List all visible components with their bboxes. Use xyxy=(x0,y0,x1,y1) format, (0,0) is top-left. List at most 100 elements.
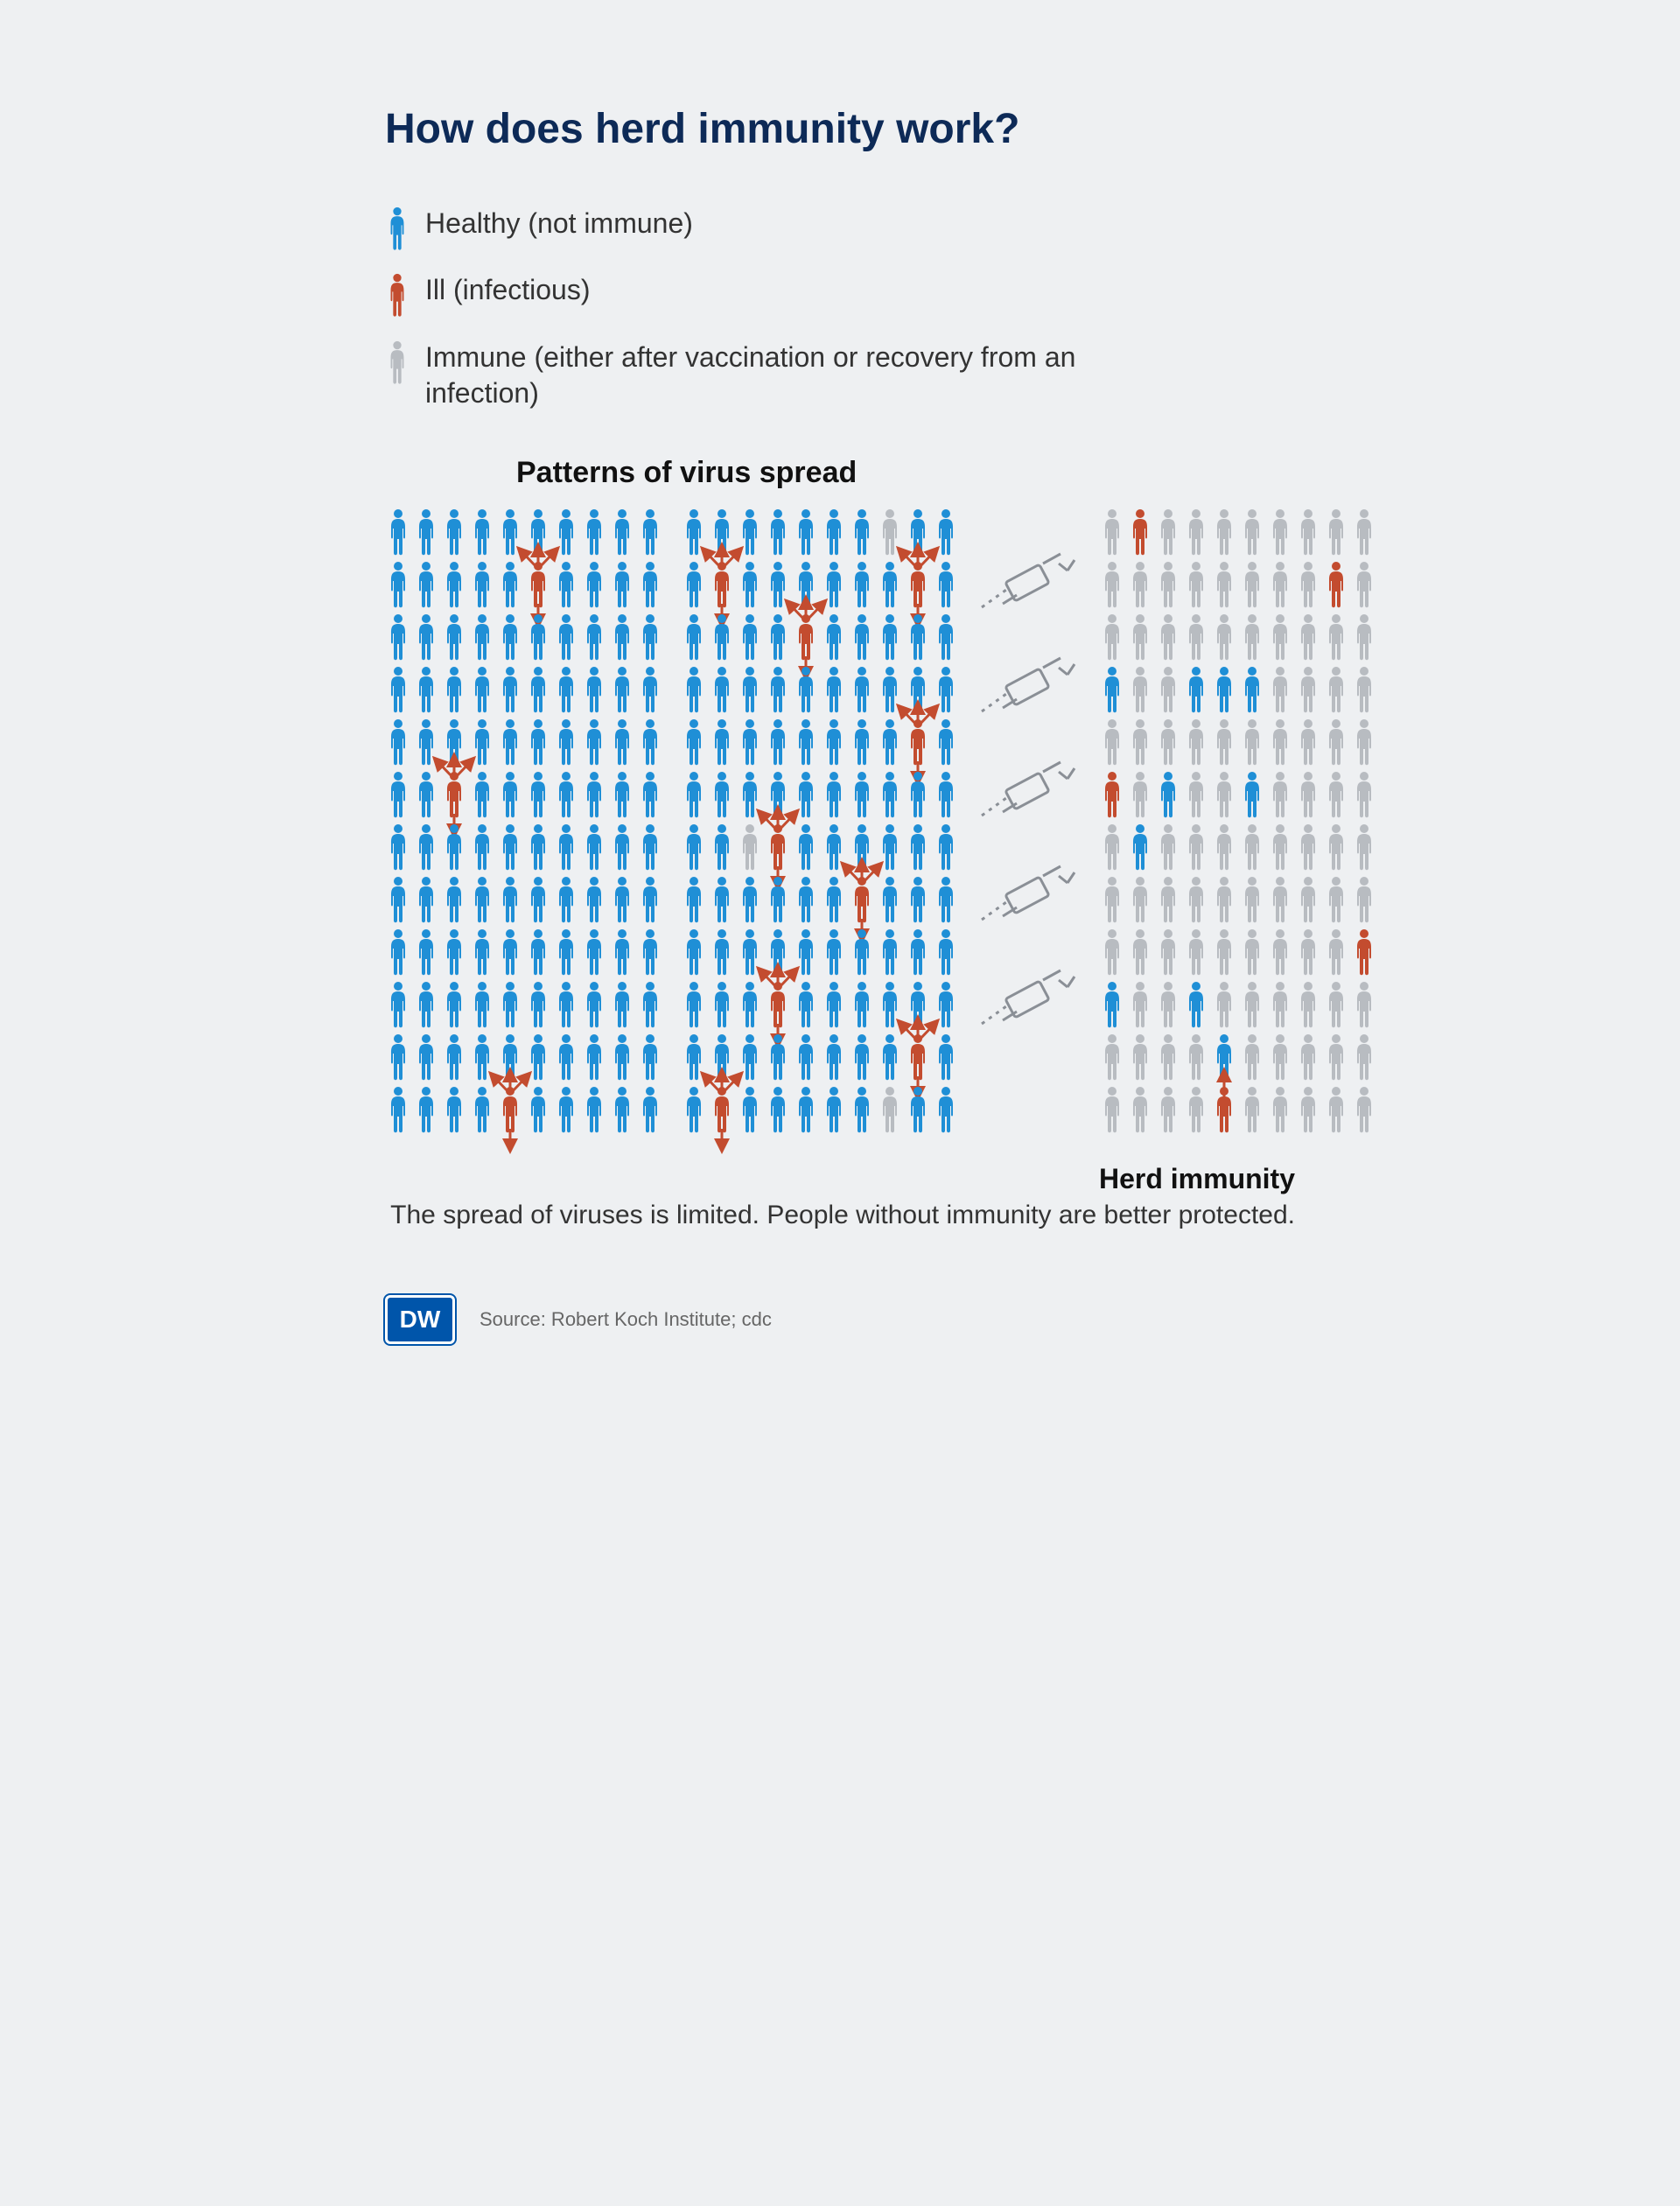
person-immune xyxy=(1295,980,1321,1029)
person-healthy xyxy=(385,823,411,872)
person-icon xyxy=(1295,508,1321,557)
person-icon xyxy=(849,508,875,557)
person-icon xyxy=(1239,980,1265,1029)
person-immune xyxy=(1295,508,1321,557)
person-healthy xyxy=(469,508,495,557)
person-healthy xyxy=(413,823,439,872)
person-icon xyxy=(765,508,791,557)
person-icon xyxy=(1211,508,1237,557)
person-healthy xyxy=(681,1033,707,1082)
person-immune xyxy=(1267,508,1293,557)
person-icon xyxy=(765,980,791,1029)
person-healthy xyxy=(525,665,551,714)
person-healthy xyxy=(709,980,735,1029)
person-icon xyxy=(1211,875,1237,924)
person-icon xyxy=(1211,980,1237,1029)
person-immune xyxy=(1127,875,1153,924)
person-healthy xyxy=(441,508,467,557)
person-icon xyxy=(849,875,875,924)
person-icon xyxy=(525,560,551,609)
person-icon xyxy=(525,875,551,924)
person-icon xyxy=(933,980,959,1029)
person-healthy xyxy=(681,980,707,1029)
person-healthy xyxy=(737,875,763,924)
person-icon xyxy=(905,613,931,662)
person-icon xyxy=(1099,718,1125,767)
person-icon xyxy=(525,665,551,714)
person-ill xyxy=(765,823,791,872)
person-ill xyxy=(525,560,551,609)
person-icon xyxy=(1127,823,1153,872)
person-icon xyxy=(821,665,847,714)
person-healthy xyxy=(709,665,735,714)
person-healthy xyxy=(821,665,847,714)
person-icon xyxy=(737,823,763,872)
person-healthy xyxy=(581,613,607,662)
person-immune xyxy=(1155,718,1181,767)
person-icon xyxy=(709,613,735,662)
person-ill xyxy=(793,613,819,662)
person-icon xyxy=(1351,508,1377,557)
person-icon xyxy=(1351,718,1377,767)
person-healthy xyxy=(553,718,579,767)
person-immune xyxy=(1267,823,1293,872)
person-icon xyxy=(737,613,763,662)
person-immune xyxy=(1351,980,1377,1029)
person-icon xyxy=(877,823,903,872)
person-healthy xyxy=(821,560,847,609)
person-immune xyxy=(1183,508,1209,557)
person-ill xyxy=(765,980,791,1029)
person-icon xyxy=(385,508,411,557)
person-healthy xyxy=(849,980,875,1029)
person-healthy xyxy=(709,613,735,662)
person-icon xyxy=(765,665,791,714)
person-healthy xyxy=(469,823,495,872)
person-healthy xyxy=(709,718,735,767)
person-healthy xyxy=(793,1085,819,1134)
person-healthy xyxy=(793,1033,819,1082)
person-icon xyxy=(849,560,875,609)
person-icon xyxy=(905,823,931,872)
person-icon xyxy=(609,875,635,924)
person-icon xyxy=(765,718,791,767)
person-icon xyxy=(1127,665,1153,714)
person-healthy xyxy=(581,560,607,609)
person-icon xyxy=(469,875,495,924)
person-icon xyxy=(1323,1033,1349,1082)
person-immune xyxy=(1351,1085,1377,1134)
person-immune xyxy=(1211,508,1237,557)
person-icon xyxy=(1239,928,1265,977)
person-icon xyxy=(1239,823,1265,872)
person-immune xyxy=(1211,613,1237,662)
person-icon xyxy=(469,718,495,767)
person-immune xyxy=(1239,1085,1265,1134)
person-icon xyxy=(1323,560,1349,609)
person-icon xyxy=(793,1085,819,1134)
person-immune xyxy=(1295,560,1321,609)
person-icon xyxy=(441,1033,467,1082)
person-icon xyxy=(765,1033,791,1082)
person-healthy xyxy=(637,613,663,662)
person-icon xyxy=(637,980,663,1029)
person-icon xyxy=(609,1033,635,1082)
person-icon xyxy=(1351,1033,1377,1082)
person-healthy xyxy=(933,823,959,872)
person-icon xyxy=(821,560,847,609)
person-immune xyxy=(1239,613,1265,662)
person-healthy xyxy=(737,613,763,662)
person-icon xyxy=(821,1033,847,1082)
person-healthy xyxy=(525,770,551,819)
person-immune xyxy=(1351,1033,1377,1082)
person-healthy xyxy=(553,1085,579,1134)
person-icon xyxy=(709,508,735,557)
person-healthy xyxy=(765,875,791,924)
person-icon xyxy=(681,1085,707,1134)
person-healthy xyxy=(609,613,635,662)
person-healthy xyxy=(581,718,607,767)
person-healthy xyxy=(413,980,439,1029)
person-icon xyxy=(765,875,791,924)
person-ill xyxy=(497,1085,523,1134)
person-icon xyxy=(1183,665,1209,714)
person-immune xyxy=(1239,980,1265,1029)
person-healthy xyxy=(933,1033,959,1082)
